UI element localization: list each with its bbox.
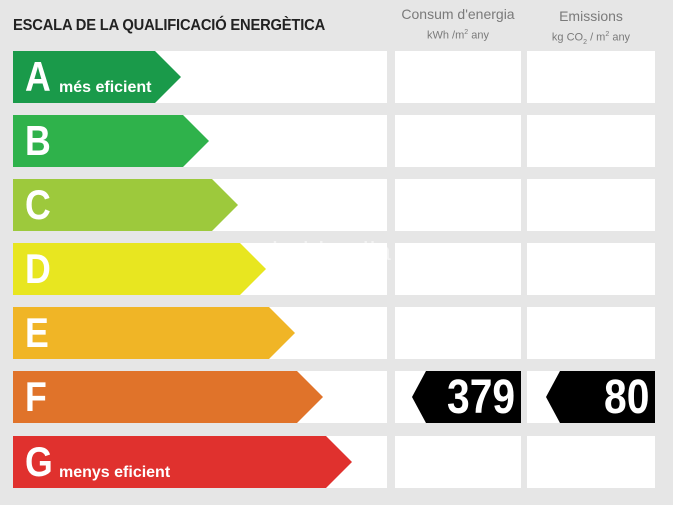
emission-column-header: Emissions kg CO2 / m2 any	[527, 8, 655, 50]
energy-cell	[395, 307, 521, 359]
rating-letter: C	[25, 181, 51, 228]
rating-letter: B	[25, 117, 51, 164]
emission-cell	[527, 307, 655, 359]
emission-cell	[527, 243, 655, 295]
rating-arrow-f: F	[13, 371, 323, 423]
rating-arrow-a: A més eficient	[13, 51, 181, 103]
emission-header-unit: kg CO2 / m2 any	[551, 31, 631, 46]
energy-value: 379	[446, 371, 515, 424]
rating-letter: F	[25, 373, 47, 420]
page-title: ESCALA DE LA QUALIFICACIÓ ENERGÈTICA	[13, 17, 326, 34]
rating-row-a: A més eficient	[0, 51, 673, 103]
rating-row-d: D	[0, 243, 673, 295]
energy-cell	[395, 115, 521, 167]
energy-cell	[395, 436, 521, 488]
rating-letter: G	[25, 438, 53, 485]
rating-sublabel: més eficient	[59, 79, 152, 96]
rating-row-g: G menys eficient	[0, 436, 673, 488]
rating-arrow-b: B	[13, 115, 209, 167]
rating-row-c: C	[0, 179, 673, 231]
energy-cell	[395, 51, 521, 103]
energy-value-badge: 379	[412, 371, 521, 423]
rating-sublabel: menys eficient	[59, 464, 171, 481]
rating-letter: A	[25, 53, 51, 100]
rating-arrow-e: E	[13, 307, 295, 359]
energy-header-label: Consum d'energia	[401, 6, 515, 22]
watermark-logo: habitaclia	[272, 236, 392, 266]
emission-cell	[527, 115, 655, 167]
rating-row-e: E	[0, 307, 673, 359]
energy-cell	[395, 243, 521, 295]
rating-arrow-g: G menys eficient	[13, 436, 352, 488]
rating-arrow-c: C	[13, 179, 238, 231]
energy-header-unit: kWh /m2 any	[427, 29, 489, 42]
rating-letter: D	[25, 245, 51, 292]
rating-arrow-d: D	[13, 243, 266, 295]
emission-cell	[527, 179, 655, 231]
energy-cell	[395, 179, 521, 231]
emission-header-label: Emissions	[559, 8, 623, 24]
emission-value-badge: 80	[546, 371, 655, 423]
energy-column-header: Consum d'energia kWh /m2 any	[395, 6, 521, 43]
emission-cell	[527, 51, 655, 103]
rating-letter: E	[25, 309, 49, 356]
rating-row-f: F 379 80	[0, 371, 673, 423]
rating-row-b: B	[0, 115, 673, 167]
emission-value: 80	[603, 371, 649, 424]
emission-cell	[527, 436, 655, 488]
